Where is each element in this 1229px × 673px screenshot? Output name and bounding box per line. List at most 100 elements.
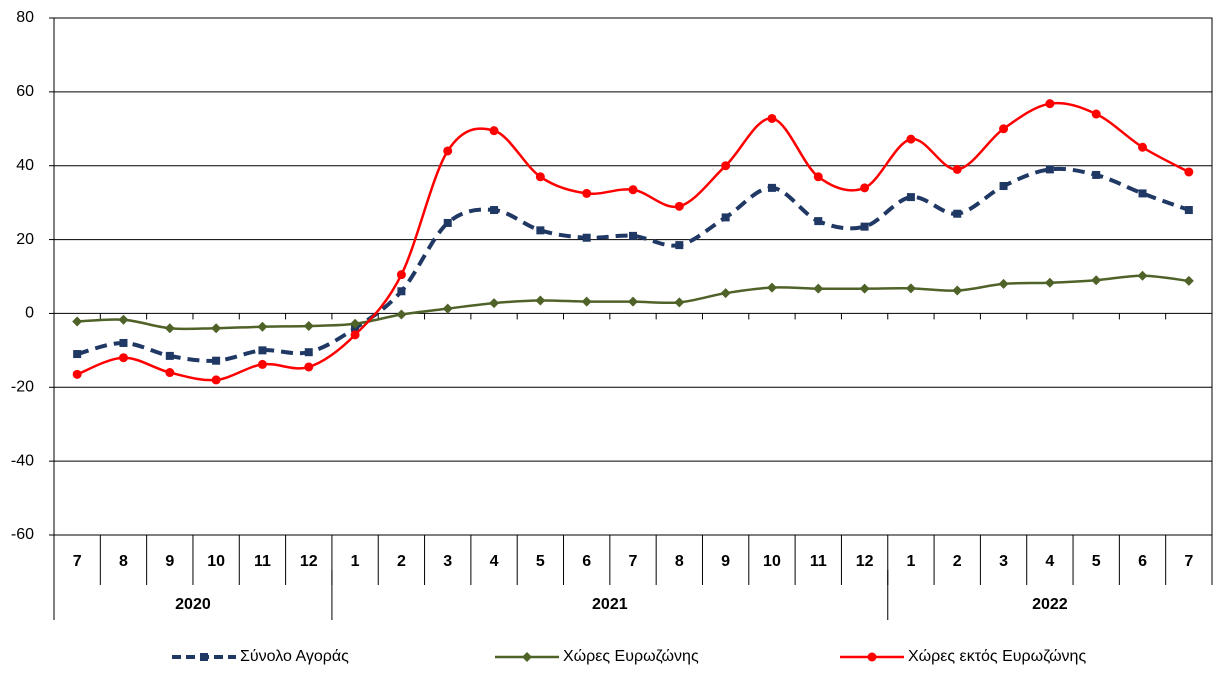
x-tick-label: 3 (999, 553, 1008, 570)
marker (165, 351, 174, 360)
marker (1183, 275, 1194, 286)
marker (766, 282, 777, 293)
x-tick-label: 12 (300, 553, 318, 570)
marker (396, 270, 406, 280)
legend-label: Σύνολο Αγοράς (240, 648, 349, 665)
marker (860, 222, 869, 231)
legend-marker (867, 652, 877, 662)
marker (442, 303, 453, 314)
marker (72, 316, 83, 327)
x-tick-label: 5 (1092, 553, 1101, 570)
marker (304, 348, 313, 357)
marker (629, 231, 637, 240)
marker (721, 213, 730, 222)
marker (489, 126, 499, 136)
x-tick-label: 7 (73, 553, 82, 570)
marker (628, 296, 638, 307)
year-label: 2021 (592, 596, 628, 613)
marker (721, 161, 731, 171)
marker (1137, 270, 1148, 281)
marker (211, 323, 222, 334)
marker (489, 298, 500, 309)
series-line (76, 166, 1190, 363)
marker (952, 164, 962, 174)
marker (535, 172, 545, 182)
marker (443, 218, 452, 227)
x-tick-label: 4 (1045, 553, 1054, 570)
x-tick-label: 5 (536, 553, 545, 570)
marker (953, 209, 962, 218)
marker (813, 283, 824, 294)
marker (999, 124, 1009, 134)
x-tick-label: 11 (810, 553, 827, 570)
marker (396, 309, 407, 320)
series (73, 165, 1193, 365)
marker (1184, 206, 1193, 215)
marker (257, 359, 267, 369)
marker (675, 241, 684, 250)
marker (1138, 189, 1147, 198)
marker (581, 296, 592, 307)
y-tick-label: 80 (16, 9, 34, 26)
marker (1045, 99, 1055, 109)
marker (859, 283, 870, 294)
year-label: 2020 (175, 596, 211, 613)
marker (998, 278, 1009, 289)
marker (535, 295, 546, 306)
y-tick-label: 60 (16, 83, 34, 100)
marker (1092, 170, 1101, 179)
x-tick-label: 12 (856, 553, 874, 570)
marker (582, 188, 592, 198)
marker (999, 182, 1008, 191)
marker (628, 185, 638, 195)
x-tick-label: 7 (1184, 553, 1193, 570)
legend-label: Χώρες Ευρωζώνης (563, 648, 699, 665)
marker (73, 350, 82, 359)
marker (720, 288, 731, 299)
x-tick-label: 1 (906, 553, 915, 570)
marker (303, 320, 314, 331)
marker (1138, 142, 1148, 152)
y-tick-label: -40 (11, 452, 34, 469)
x-tick-label: 6 (582, 553, 591, 570)
marker (814, 217, 823, 226)
marker (119, 338, 128, 347)
y-tick-label: 0 (25, 305, 34, 322)
marker (165, 368, 175, 378)
x-tick-label: 3 (443, 553, 452, 570)
marker (767, 113, 777, 123)
marker (490, 206, 499, 215)
x-tick-label: 8 (675, 553, 684, 570)
x-tick-label: 10 (763, 553, 781, 570)
x-tick-label: 2 (953, 553, 962, 570)
marker (674, 297, 685, 308)
marker (258, 346, 267, 355)
x-tick-label: 6 (1138, 553, 1147, 570)
marker (582, 233, 591, 242)
marker (304, 362, 314, 372)
marker (1091, 275, 1102, 286)
marker (443, 146, 453, 156)
legend-marker (522, 652, 532, 662)
year-label: 2022 (1032, 596, 1068, 613)
legend-marker (200, 653, 208, 661)
marker (211, 375, 221, 385)
x-tick-label: 8 (119, 553, 128, 570)
legend-label: Χώρες εκτός Ευρωζώνης (908, 648, 1086, 665)
marker (350, 330, 360, 340)
marker (257, 321, 268, 332)
x-tick-label: 9 (721, 553, 730, 570)
marker (536, 226, 545, 235)
marker (164, 323, 175, 334)
plot-border (53, 17, 1213, 536)
marker (1045, 165, 1054, 174)
y-tick-label: -60 (11, 526, 34, 543)
marker (118, 353, 128, 363)
marker (906, 193, 915, 202)
marker (860, 183, 870, 193)
x-tick-label: 9 (165, 553, 174, 570)
marker (1091, 109, 1101, 119)
marker (72, 369, 82, 379)
marker (906, 134, 916, 144)
x-tick-label: 1 (351, 553, 360, 570)
